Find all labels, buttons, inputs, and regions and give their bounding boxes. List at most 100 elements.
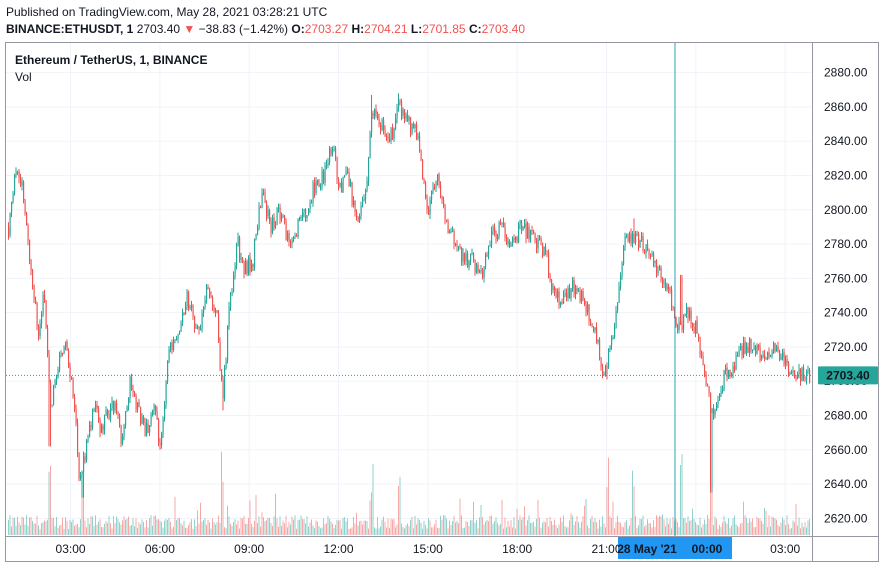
- candle-body: [506, 237, 508, 245]
- chart-frame: [5, 42, 879, 562]
- candle-body: [528, 226, 530, 240]
- volume-bar: [336, 519, 338, 535]
- volume-bar: [746, 517, 747, 535]
- candle-body: [797, 374, 799, 379]
- volume-bar: [687, 516, 689, 535]
- candle-body: [615, 310, 617, 328]
- candle-body: [671, 289, 673, 306]
- candle-body: [375, 108, 377, 115]
- candle-body: [672, 305, 674, 309]
- candle-body: [312, 182, 314, 203]
- candle-body: [743, 341, 745, 357]
- candle-body: [503, 222, 505, 228]
- volume-bar: [656, 515, 657, 535]
- candle-body: [377, 114, 379, 119]
- candle-body: [156, 411, 158, 420]
- volume-bar: [695, 522, 696, 535]
- candle-body: [141, 416, 143, 424]
- high-label: H:: [351, 22, 365, 36]
- candle-body: [213, 306, 215, 312]
- candle-body: [459, 246, 461, 248]
- candle-body: [353, 201, 355, 206]
- candle-body: [195, 327, 197, 329]
- candle-body: [273, 217, 275, 228]
- candle-body: [165, 381, 167, 405]
- candle-body: [191, 305, 193, 308]
- volume-bar: [24, 524, 26, 535]
- candle-body: [263, 192, 265, 194]
- candle-body: [369, 132, 371, 158]
- volume-bar: [692, 508, 693, 535]
- candle-body: [74, 396, 76, 409]
- candle-body: [276, 207, 278, 226]
- candle-body: [501, 222, 503, 224]
- volume-bar: [90, 516, 92, 535]
- candle-body: [233, 276, 235, 292]
- volume-bar: [381, 519, 383, 535]
- candle-body: [155, 405, 157, 412]
- candle-body: [96, 405, 98, 409]
- volume-bar: [552, 524, 554, 535]
- x-tick-label: 12:00: [324, 542, 354, 556]
- candle-body: [323, 171, 325, 183]
- volume-bar: [366, 521, 368, 535]
- candle-body: [575, 288, 577, 295]
- open-label: O:: [291, 22, 305, 36]
- candle-body: [683, 316, 685, 330]
- x-tick-label: 03:00: [56, 542, 86, 556]
- candle-body: [122, 435, 124, 444]
- candle-body: [578, 290, 580, 292]
- candle-body: [78, 452, 80, 479]
- candle-body: [99, 419, 101, 433]
- volume-bar: [293, 519, 294, 535]
- candle-body: [114, 403, 116, 411]
- volume-bar: [255, 494, 257, 535]
- volume-bar: [804, 522, 806, 535]
- candle-body: [332, 151, 334, 154]
- candle-body: [744, 341, 746, 354]
- candle-body: [678, 321, 680, 331]
- volume-bar: [99, 519, 101, 535]
- volume-bar: [741, 522, 743, 535]
- candle-body: [57, 369, 59, 378]
- volume-bar: [612, 501, 614, 535]
- candle-body: [642, 236, 644, 251]
- volume-bar: [563, 515, 564, 535]
- volume-bar: [162, 527, 164, 535]
- volume-bar: [482, 517, 483, 535]
- candle-body: [75, 408, 77, 424]
- candle-body: [536, 240, 538, 249]
- candle-body: [228, 306, 230, 326]
- volume-bar: [275, 493, 276, 535]
- volume-bar: [542, 522, 543, 535]
- volume-bar: [131, 525, 132, 535]
- candle-body: [551, 279, 553, 291]
- candle-body: [135, 395, 137, 410]
- candle-body: [417, 135, 419, 139]
- volume-bar: [618, 521, 620, 535]
- candle-body: [545, 246, 547, 252]
- candle-body: [450, 230, 452, 232]
- candle-body: [339, 182, 341, 187]
- volume-bar: [327, 516, 329, 535]
- volume-bar: [18, 522, 20, 535]
- candle-body: [311, 202, 313, 204]
- candle-body: [20, 178, 22, 186]
- volume-bar: [87, 518, 89, 535]
- candle-body: [249, 257, 251, 272]
- candle-body: [440, 185, 442, 197]
- volume-bar: [8, 519, 9, 535]
- candle-body: [546, 251, 548, 253]
- candle-body: [719, 393, 721, 401]
- volume-bar: [639, 518, 641, 535]
- volume-bar: [33, 523, 35, 535]
- y-tick-label: 2860.00: [824, 100, 868, 114]
- candle-body: [618, 286, 620, 303]
- volume-bar: [125, 519, 126, 535]
- candle-body: [758, 344, 760, 348]
- candle-body: [537, 238, 539, 249]
- volume-bar: [417, 518, 419, 535]
- volume-bar: [795, 503, 797, 535]
- candle-body: [738, 350, 740, 356]
